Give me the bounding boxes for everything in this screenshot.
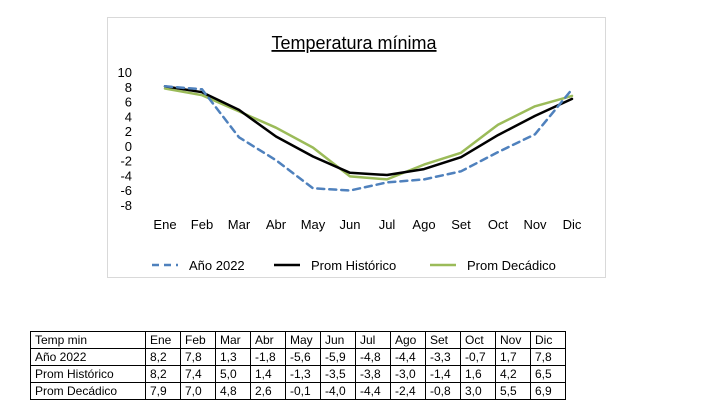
table-header-month: Ago [390, 331, 426, 349]
table-row-label: Año 2022 [30, 348, 146, 366]
table-cell: 2,6 [250, 382, 286, 400]
x-tick-label: Feb [191, 217, 213, 232]
table-cell: -0,7 [460, 348, 496, 366]
y-tick-label: 0 [125, 139, 132, 154]
table-cell: 6,9 [530, 382, 566, 400]
table-cell: -1,8 [250, 348, 286, 366]
x-tick-label: Ene [153, 217, 176, 232]
legend-label: Prom Decádico [467, 258, 556, 273]
x-tick-label: Jul [379, 217, 396, 232]
table-cell: -4,4 [355, 382, 391, 400]
x-tick-label: Nov [523, 217, 547, 232]
table-header-month: Abr [250, 331, 286, 349]
table-header-month: Jun [320, 331, 356, 349]
table-cell: 7,4 [180, 365, 216, 383]
table-header-month: Jul [355, 331, 391, 349]
table-header-month: Ene [145, 331, 181, 349]
table-cell: -3,0 [390, 365, 426, 383]
legend-label: Año 2022 [189, 258, 245, 273]
chart-area: Temperatura mínima 10 8 6 4 2 0 -2 -4 -6 -8 Ene Fe… [107, 17, 606, 278]
table-cell: -1,4 [425, 365, 461, 383]
y-tick-label: -8 [120, 198, 132, 213]
table-cell: 8,2 [145, 365, 181, 383]
table-cell: 1,7 [495, 348, 531, 366]
data-table: Temp min Ene Feb Mar Abr May Jun Jul Ago Set Oct No… [30, 331, 566, 400]
x-tick-label: May [301, 217, 326, 232]
table-cell: -2,4 [390, 382, 426, 400]
x-tick-label: Jun [340, 217, 361, 232]
table-cell: 5,5 [495, 382, 531, 400]
x-tick-label: Ago [412, 217, 435, 232]
table-row: Prom Histórico 8,2 7,4 5,0 1,4 -1,3 -3,5 -3,8 -3… [30, 365, 566, 383]
table-cell: 6,5 [530, 365, 566, 383]
table-header-label: Temp min [30, 331, 146, 349]
table-header-month: Feb [180, 331, 216, 349]
table-cell: -1,3 [285, 365, 321, 383]
chart-title: Temperatura mínima [271, 33, 437, 53]
series-line-ano-2022 [163, 85, 574, 192]
table-cell: 1,3 [215, 348, 251, 366]
table-header-row: Temp min Ene Feb Mar Abr May Jun Jul Ago Set Oct No… [30, 331, 566, 349]
x-tick-label: Mar [228, 217, 251, 232]
table-cell: -3,5 [320, 365, 356, 383]
table-header-month: Mar [215, 331, 251, 349]
table-cell: -3,8 [355, 365, 391, 383]
y-tick-label: 4 [125, 109, 132, 124]
table-cell: -4,0 [320, 382, 356, 400]
table-row: Año 2022 8,2 7,8 1,3 -1,8 -5,6 -5,9 -4,8 -4,4 -3,… [30, 348, 566, 366]
table-cell: 8,2 [145, 348, 181, 366]
table-cell: 5,0 [215, 365, 251, 383]
table-header-month: Set [425, 331, 461, 349]
table-cell: 7,8 [180, 348, 216, 366]
table-cell: -4,4 [390, 348, 426, 366]
table-cell: 4,8 [215, 382, 251, 400]
y-tick-label: 10 [118, 65, 132, 80]
table-cell: 3,0 [460, 382, 496, 400]
y-tick-label: 6 [125, 95, 132, 110]
x-tick-label: Dic [563, 217, 582, 232]
table-cell: 1,6 [460, 365, 496, 383]
table-cell: -5,9 [320, 348, 356, 366]
table-header-month: May [285, 331, 321, 349]
series-line-prom-decadico [163, 87, 574, 181]
table-row-label: Prom Decádico [30, 382, 146, 400]
table-cell: 4,2 [495, 365, 531, 383]
y-tick-label: 2 [125, 124, 132, 139]
table-cell: -4,8 [355, 348, 391, 366]
series-line-prom-historico [163, 85, 574, 177]
x-tick-label: Set [451, 217, 471, 232]
table-cell: 1,4 [250, 365, 286, 383]
y-tick-label: 8 [125, 80, 132, 95]
table-cell: 7,0 [180, 382, 216, 400]
table-cell: -3,3 [425, 348, 461, 366]
y-tick-label: -2 [120, 154, 132, 169]
y-tick-label: -6 [120, 183, 132, 198]
table-cell: -0,8 [425, 382, 461, 400]
table-row-label: Prom Histórico [30, 365, 146, 383]
x-tick-label: Oct [488, 217, 509, 232]
legend-label: Prom Histórico [311, 258, 396, 273]
y-tick-label: -4 [120, 168, 132, 183]
table-row: Prom Decádico 7,9 7,0 4,8 2,6 -0,1 -4,0 -4,4 -2,… [30, 382, 566, 400]
table-cell: -0,1 [285, 382, 321, 400]
table-header-month: Nov [495, 331, 531, 349]
table-cell: 7,8 [530, 348, 566, 366]
x-tick-label: Abr [266, 217, 287, 232]
table-header-month: Dic [530, 331, 566, 349]
table-cell: -5,6 [285, 348, 321, 366]
table-header-month: Oct [460, 331, 496, 349]
table-cell: 7,9 [145, 382, 181, 400]
